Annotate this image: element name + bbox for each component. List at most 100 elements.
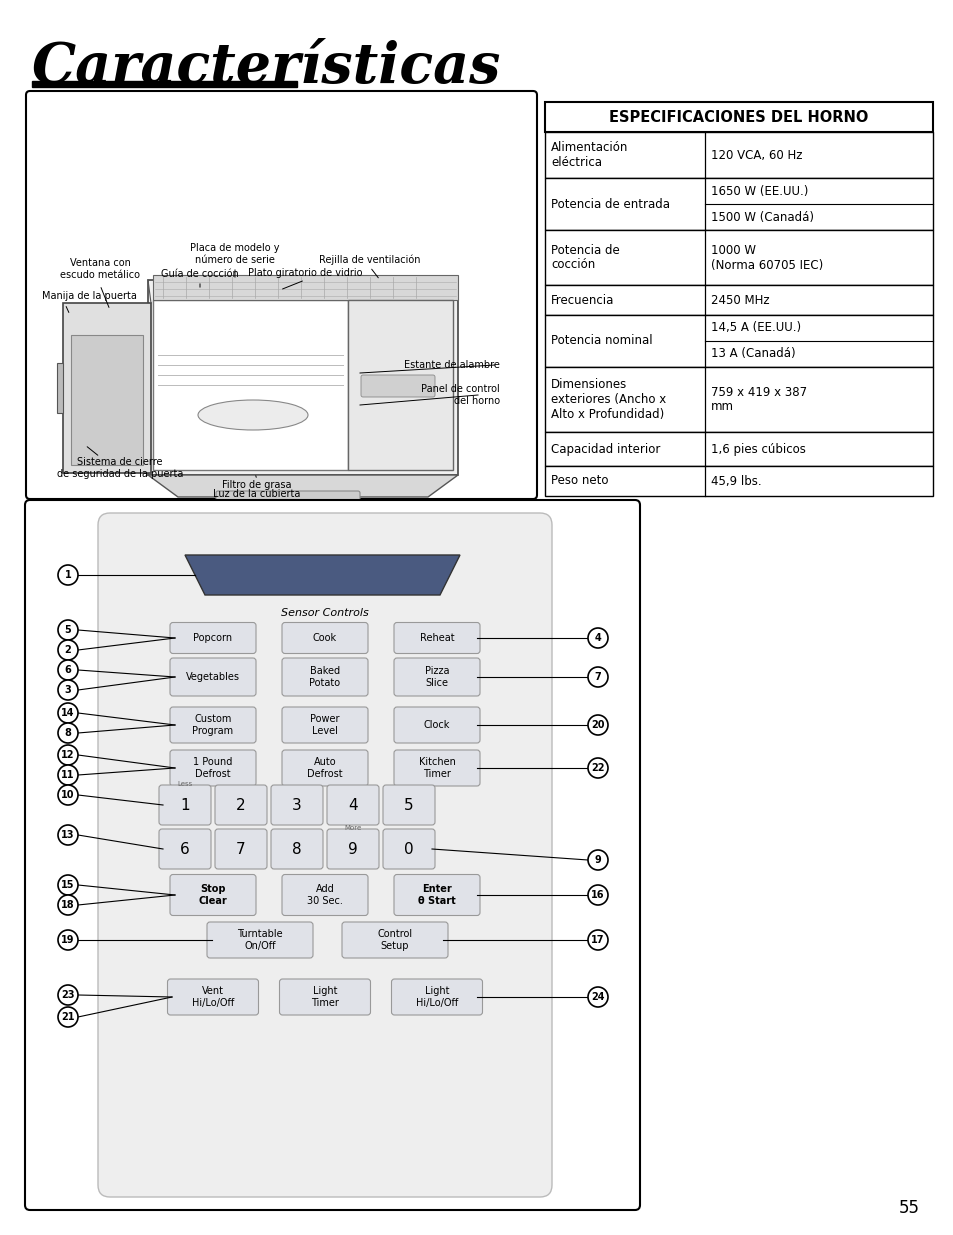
Text: Stop
Clear: Stop Clear	[198, 884, 227, 905]
FancyBboxPatch shape	[170, 874, 255, 915]
Circle shape	[58, 620, 78, 640]
FancyBboxPatch shape	[279, 979, 370, 1015]
Text: 9: 9	[594, 855, 600, 864]
Circle shape	[58, 640, 78, 659]
FancyBboxPatch shape	[170, 750, 255, 785]
FancyBboxPatch shape	[382, 785, 435, 825]
FancyBboxPatch shape	[282, 706, 368, 743]
FancyBboxPatch shape	[382, 829, 435, 869]
FancyBboxPatch shape	[360, 375, 435, 396]
Circle shape	[58, 785, 78, 805]
Text: 1,6 pies cúbicos: 1,6 pies cúbicos	[710, 442, 805, 456]
Text: Frecuencia: Frecuencia	[551, 294, 614, 306]
Text: Popcorn: Popcorn	[193, 634, 233, 643]
Circle shape	[587, 758, 607, 778]
Text: 6: 6	[180, 841, 190, 857]
Circle shape	[587, 715, 607, 735]
Text: Rejilla de ventilación: Rejilla de ventilación	[319, 254, 420, 266]
Text: Placa de modelo y
número de serie: Placa de modelo y número de serie	[190, 243, 279, 266]
Text: Estante de alambre: Estante de alambre	[404, 359, 499, 370]
Text: 4: 4	[594, 634, 600, 643]
Text: 7: 7	[236, 841, 246, 857]
Text: Potencia de
cocción: Potencia de cocción	[551, 243, 619, 272]
FancyBboxPatch shape	[98, 513, 552, 1197]
Text: Baked
Potato: Baked Potato	[309, 666, 340, 688]
Circle shape	[58, 986, 78, 1005]
FancyBboxPatch shape	[341, 923, 448, 958]
Bar	[544, 432, 932, 466]
Circle shape	[58, 745, 78, 764]
FancyBboxPatch shape	[282, 658, 368, 697]
FancyBboxPatch shape	[282, 750, 368, 785]
Text: 2: 2	[236, 798, 246, 813]
FancyBboxPatch shape	[170, 622, 255, 653]
FancyBboxPatch shape	[271, 829, 323, 869]
Polygon shape	[185, 555, 459, 595]
Bar	[544, 367, 932, 432]
FancyBboxPatch shape	[168, 979, 258, 1015]
Text: Turntable
On/Off: Turntable On/Off	[237, 929, 282, 951]
Bar	[152, 275, 457, 300]
Text: 1650 W (EE.UU.): 1650 W (EE.UU.)	[710, 184, 807, 198]
Text: Add
30 Sec.: Add 30 Sec.	[307, 884, 342, 905]
FancyBboxPatch shape	[207, 923, 313, 958]
FancyBboxPatch shape	[282, 622, 368, 653]
Bar	[32, 82, 296, 86]
FancyBboxPatch shape	[394, 658, 479, 697]
Text: Light
Hi/Lo/Off: Light Hi/Lo/Off	[416, 987, 457, 1008]
Circle shape	[58, 1007, 78, 1028]
Text: Reheat: Reheat	[419, 634, 454, 643]
Bar	[544, 178, 932, 230]
Bar	[71, 335, 143, 466]
Text: Enter
θ Start: Enter θ Start	[417, 884, 456, 905]
Circle shape	[58, 764, 78, 785]
Text: Plato giratorio de vidrio: Plato giratorio de vidrio	[248, 268, 362, 278]
Text: Less: Less	[177, 781, 193, 787]
Text: 2: 2	[65, 645, 71, 655]
Text: 10: 10	[61, 790, 74, 800]
Circle shape	[58, 564, 78, 585]
Text: Vegetables: Vegetables	[186, 672, 240, 682]
Circle shape	[587, 850, 607, 869]
Text: More: More	[344, 825, 361, 831]
Circle shape	[587, 987, 607, 1007]
FancyBboxPatch shape	[327, 829, 378, 869]
Text: Custom
Program: Custom Program	[193, 714, 233, 736]
Circle shape	[58, 930, 78, 950]
Polygon shape	[148, 475, 457, 496]
Text: Características: Características	[32, 40, 501, 95]
Text: 16: 16	[591, 890, 604, 900]
Circle shape	[58, 895, 78, 915]
Text: 3: 3	[292, 798, 301, 813]
Text: Guía de cocción: Guía de cocción	[161, 269, 238, 279]
Text: 11: 11	[61, 769, 74, 781]
Circle shape	[58, 876, 78, 895]
Bar	[348, 300, 453, 471]
Text: 5: 5	[65, 625, 71, 635]
Text: 15: 15	[61, 881, 74, 890]
FancyBboxPatch shape	[391, 979, 482, 1015]
Text: Luz de la cubierta: Luz de la cubierta	[213, 489, 300, 499]
Text: 9: 9	[348, 841, 357, 857]
Text: Potencia de entrada: Potencia de entrada	[551, 198, 669, 210]
Text: Control
Setup: Control Setup	[377, 929, 412, 951]
Text: 8: 8	[65, 727, 71, 739]
Text: 1500 W (Canadá): 1500 W (Canadá)	[710, 210, 813, 224]
Bar	[544, 132, 932, 178]
Circle shape	[58, 825, 78, 845]
FancyBboxPatch shape	[271, 785, 323, 825]
Text: 13 A (Canadá): 13 A (Canadá)	[710, 347, 795, 361]
Text: Clock: Clock	[423, 720, 450, 730]
Text: 1: 1	[180, 798, 190, 813]
FancyBboxPatch shape	[327, 785, 378, 825]
Text: 14: 14	[61, 708, 74, 718]
Text: Auto
Defrost: Auto Defrost	[307, 757, 342, 779]
Text: 5: 5	[404, 798, 414, 813]
Text: 1: 1	[65, 571, 71, 580]
Bar	[544, 103, 932, 132]
FancyBboxPatch shape	[215, 492, 359, 505]
Text: Sensor Controls: Sensor Controls	[281, 608, 369, 618]
Text: 14,5 A (EE.UU.): 14,5 A (EE.UU.)	[710, 321, 801, 335]
Text: Sistema de cierre
de seguridad de la puerta: Sistema de cierre de seguridad de la pue…	[57, 457, 183, 479]
Bar	[148, 280, 457, 475]
